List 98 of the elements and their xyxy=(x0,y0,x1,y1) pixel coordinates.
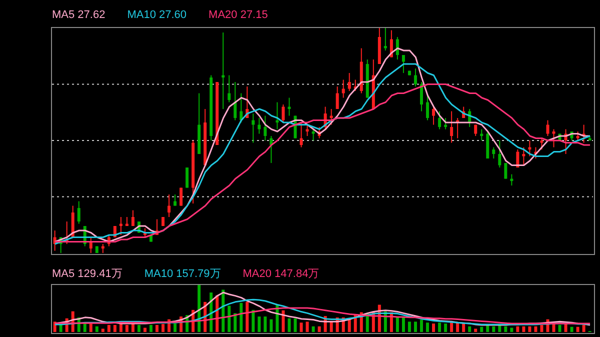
candlestick xyxy=(384,28,387,51)
candlestick xyxy=(131,210,134,226)
bar xyxy=(486,324,490,332)
bar xyxy=(318,326,321,332)
bar xyxy=(95,326,98,332)
text: MA20 27.15 xyxy=(208,9,268,21)
bar xyxy=(137,324,140,332)
bar xyxy=(348,319,351,332)
bar xyxy=(288,318,291,332)
candlestick xyxy=(252,113,255,144)
candlestick xyxy=(498,140,502,168)
candlestick xyxy=(432,106,436,126)
bar xyxy=(125,324,128,332)
bar xyxy=(240,302,243,332)
bar xyxy=(564,324,568,332)
candlestick xyxy=(77,200,80,224)
bar xyxy=(576,326,580,332)
bar xyxy=(510,328,514,332)
bar xyxy=(119,324,122,332)
bar xyxy=(408,322,411,332)
bar xyxy=(432,324,436,332)
bar xyxy=(101,328,104,332)
bar xyxy=(474,328,478,332)
bar xyxy=(528,326,532,332)
candlestick xyxy=(546,120,550,136)
candlestick xyxy=(348,72,351,92)
text: MA20 147.84万 xyxy=(242,267,320,281)
candlestick xyxy=(300,122,303,148)
bar xyxy=(402,317,405,332)
bar xyxy=(252,310,255,332)
bar xyxy=(113,324,116,332)
candlestick xyxy=(342,79,345,98)
bar xyxy=(150,324,152,332)
bar xyxy=(156,324,159,332)
bar xyxy=(444,324,448,332)
bar xyxy=(570,326,574,332)
text: MA5 27.62 xyxy=(52,9,106,21)
bar xyxy=(270,319,273,332)
bar xyxy=(456,322,460,332)
candlestick xyxy=(426,95,430,121)
candlestick xyxy=(264,115,267,141)
bar xyxy=(282,310,285,332)
bar xyxy=(107,324,110,332)
candlestick xyxy=(414,68,417,87)
bar xyxy=(468,326,472,332)
candlestick xyxy=(438,110,442,130)
bar xyxy=(234,313,237,332)
bar xyxy=(558,324,562,332)
bar xyxy=(59,324,62,332)
bar xyxy=(89,324,92,332)
candlestick xyxy=(552,128,556,148)
bar xyxy=(540,324,544,332)
candlestick xyxy=(168,194,171,218)
bar xyxy=(162,324,165,332)
bar xyxy=(522,326,526,332)
candlestick xyxy=(174,194,177,206)
candlestick xyxy=(312,128,315,141)
bar xyxy=(294,318,297,332)
bar xyxy=(330,322,333,332)
bar xyxy=(414,322,417,332)
bar xyxy=(264,316,267,332)
bar xyxy=(504,326,508,332)
bar xyxy=(498,324,502,332)
bar xyxy=(258,316,261,332)
bar xyxy=(174,324,177,332)
bar xyxy=(396,316,399,332)
candlestick xyxy=(336,86,339,110)
bar xyxy=(198,285,201,332)
candlestick xyxy=(228,74,231,103)
bar xyxy=(306,322,309,332)
bar xyxy=(312,326,315,332)
bar xyxy=(582,324,586,332)
text: MA10 157.79万 xyxy=(144,267,221,281)
bar xyxy=(143,328,146,332)
bar xyxy=(480,326,484,332)
bar xyxy=(420,320,423,332)
candlestick xyxy=(258,118,261,134)
candlestick xyxy=(540,138,544,150)
candlestick xyxy=(180,187,183,206)
candlestick xyxy=(234,82,237,121)
bar xyxy=(516,326,520,332)
text: MA10 27.60 xyxy=(127,9,187,21)
candlestick xyxy=(492,146,496,159)
candlestick xyxy=(186,167,189,188)
bar xyxy=(246,302,249,332)
bar xyxy=(534,326,538,332)
bar xyxy=(426,322,430,332)
bar xyxy=(438,322,442,332)
bar xyxy=(228,306,231,332)
candlestick xyxy=(402,54,405,74)
text: MA5 129.41万 xyxy=(52,267,122,281)
candlestick xyxy=(282,104,285,123)
bar xyxy=(492,326,496,332)
candlestick xyxy=(522,146,526,166)
candlestick xyxy=(450,110,454,144)
candlestick xyxy=(420,82,423,112)
bar xyxy=(300,322,303,332)
candlestick xyxy=(504,162,508,180)
